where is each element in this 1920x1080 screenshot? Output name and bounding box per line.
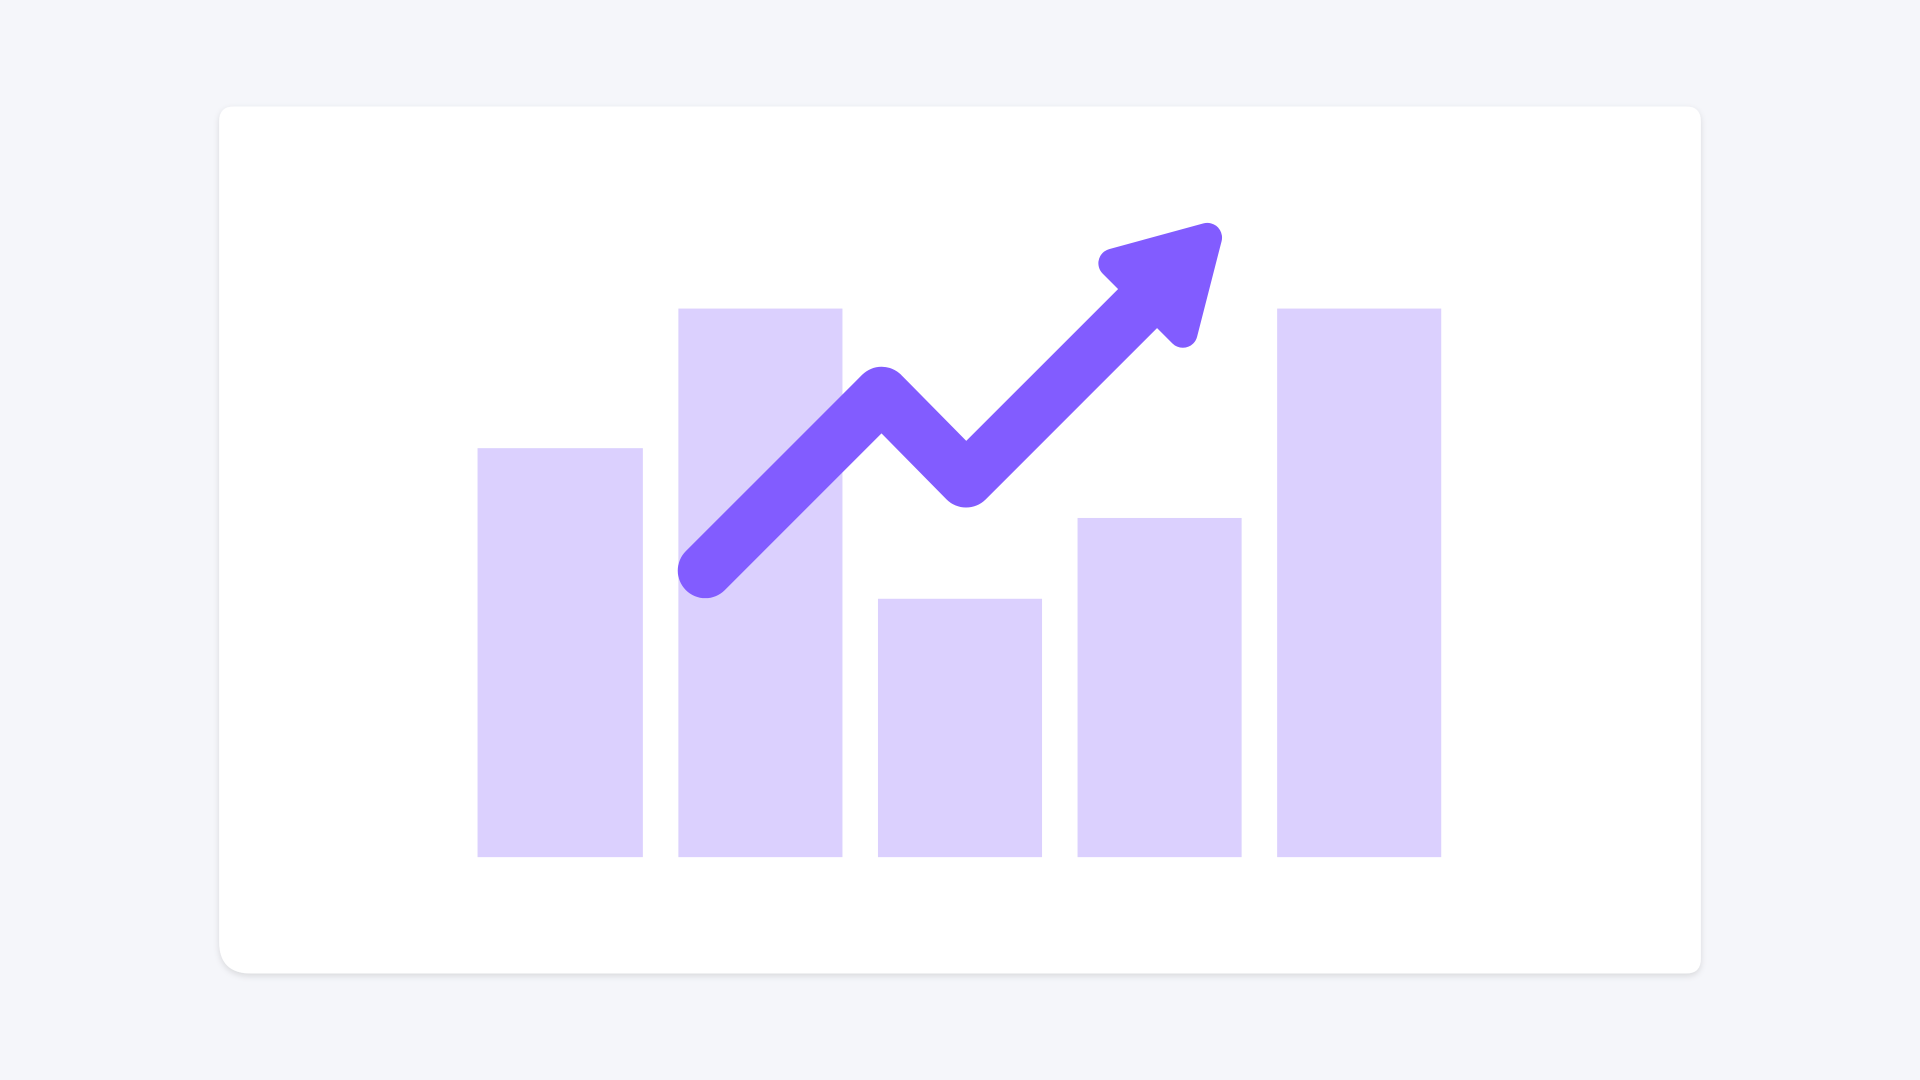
trend-line [677, 273, 1173, 599]
bar [1277, 308, 1442, 858]
arrow-head [1098, 222, 1223, 348]
trend-arrow [677, 222, 1223, 599]
bar [477, 448, 643, 858]
bar [877, 598, 1043, 858]
bar [1077, 517, 1242, 858]
